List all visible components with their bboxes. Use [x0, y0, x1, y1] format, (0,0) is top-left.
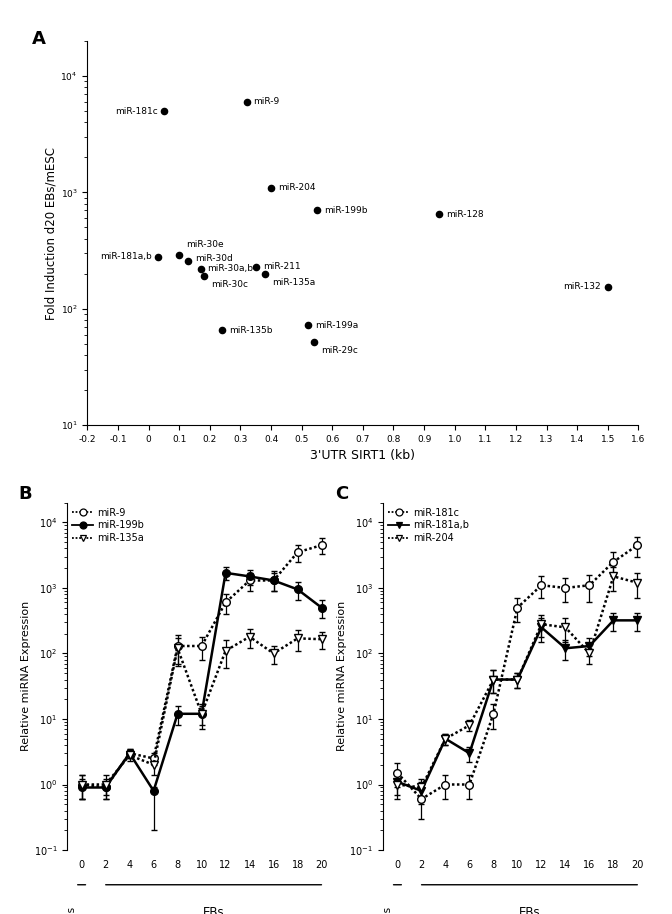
Point [216, 324, 227, 338]
Text: miR-30d: miR-30d [196, 254, 233, 263]
Point [265, 180, 276, 195]
Text: miR-199b: miR-199b [324, 206, 368, 215]
Text: miR-30e: miR-30e [186, 240, 224, 250]
X-axis label: 3'UTR SIRT1 (kb): 3'UTR SIRT1 (kb) [310, 450, 415, 462]
Text: miR-30a,b: miR-30a,b [208, 264, 253, 273]
Text: A: A [32, 29, 46, 48]
Point [259, 266, 270, 281]
Y-axis label: Fold Induction d20 EBs/mESC: Fold Induction d20 EBs/mESC [44, 146, 58, 320]
Text: miR-211: miR-211 [263, 262, 300, 271]
Y-axis label: Relative miRNA Expression: Relative miRNA Expression [21, 601, 31, 751]
Point [434, 207, 445, 221]
Point [312, 203, 323, 218]
Text: EBs: EBs [203, 906, 224, 914]
Text: miR-199a: miR-199a [314, 321, 358, 330]
Point [602, 280, 613, 294]
Point [308, 335, 319, 349]
Point [183, 254, 194, 269]
Point [196, 261, 206, 276]
Text: miR-181c: miR-181c [116, 107, 159, 116]
Text: mESCs: mESCs [382, 906, 392, 914]
Text: miR-9: miR-9 [253, 98, 280, 106]
Text: miR-29c: miR-29c [321, 345, 358, 355]
Text: EBs: EBs [519, 906, 540, 914]
Text: miR-30c: miR-30c [210, 281, 248, 290]
Text: C: C [335, 485, 348, 504]
Text: B: B [19, 485, 32, 504]
Point [251, 260, 261, 274]
Point [153, 250, 163, 264]
Y-axis label: Relative miRNA Expression: Relative miRNA Expression [337, 601, 347, 751]
Point [198, 269, 209, 283]
Point [159, 104, 169, 119]
Text: miR-135b: miR-135b [229, 326, 273, 335]
Point [241, 95, 252, 110]
Legend: miR-181c, miR-181a,b, miR-204: miR-181c, miR-181a,b, miR-204 [388, 507, 469, 544]
Text: miR-128: miR-128 [446, 209, 484, 218]
Point [174, 248, 185, 262]
Text: miR-135a: miR-135a [272, 278, 315, 287]
Text: mESCs: mESCs [67, 906, 76, 914]
Text: miR-132: miR-132 [563, 282, 601, 291]
Point [302, 318, 313, 333]
Text: miR-204: miR-204 [278, 183, 315, 192]
Text: miR-181a,b: miR-181a,b [101, 252, 153, 261]
Legend: miR-9, miR-199b, miR-135a: miR-9, miR-199b, miR-135a [72, 507, 144, 544]
